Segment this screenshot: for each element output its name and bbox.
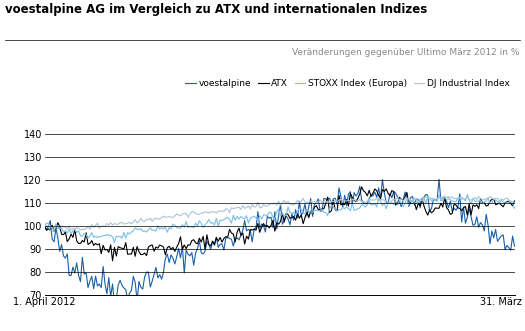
DJ Industrial Index (496, 200, 502, 204)
STOXX Index (Europa) (511, 206, 518, 210)
Line: ATX: ATX (45, 187, 514, 261)
voestalpine (111, 302, 118, 306)
Line: STOXX Index (Europa): STOXX Index (Europa) (45, 195, 514, 243)
voestalpine (511, 244, 518, 248)
ATX (232, 240, 238, 244)
ATX (359, 185, 365, 189)
ATX (315, 208, 321, 212)
Legend: voestalpine, ATX, STOXX Index (Europa), DJ Industrial Index: voestalpine, ATX, STOXX Index (Europa), … (185, 79, 510, 88)
Line: DJ Industrial Index: DJ Industrial Index (45, 196, 514, 230)
DJ Industrial Index (368, 198, 374, 202)
DJ Industrial Index (77, 228, 83, 232)
voestalpine (436, 177, 442, 181)
ATX (511, 199, 518, 203)
DJ Industrial Index (315, 200, 321, 204)
voestalpine (496, 236, 502, 240)
Line: voestalpine: voestalpine (45, 179, 514, 304)
ATX (121, 247, 127, 251)
DJ Industrial Index (238, 208, 244, 212)
voestalpine (232, 237, 238, 241)
STOXX Index (Europa) (238, 214, 244, 218)
ATX (496, 201, 502, 205)
STOXX Index (Europa) (368, 203, 374, 207)
voestalpine (238, 233, 244, 237)
ATX (238, 234, 244, 238)
ATX (370, 191, 376, 195)
ATX (109, 259, 116, 263)
STOXX Index (Europa) (232, 218, 238, 222)
DJ Industrial Index (41, 224, 48, 228)
voestalpine (315, 197, 321, 201)
STOXX Index (Europa) (121, 230, 127, 234)
STOXX Index (Europa) (41, 224, 48, 228)
DJ Industrial Index (232, 206, 238, 210)
voestalpine (41, 224, 48, 228)
ATX (41, 224, 48, 228)
voestalpine (121, 286, 127, 290)
STOXX Index (Europa) (464, 193, 470, 197)
Text: Veränderungen gegenüber Ultimo März 2012 in %: Veränderungen gegenüber Ultimo März 2012… (292, 48, 520, 57)
STOXX Index (Europa) (111, 241, 118, 245)
DJ Industrial Index (511, 200, 518, 204)
DJ Industrial Index (442, 194, 448, 198)
Text: voestalpine AG im Vergleich zu ATX und internationalen Indizes: voestalpine AG im Vergleich zu ATX und i… (5, 3, 427, 16)
voestalpine (368, 194, 374, 198)
DJ Industrial Index (121, 222, 127, 226)
STOXX Index (Europa) (315, 209, 321, 213)
STOXX Index (Europa) (496, 202, 502, 206)
